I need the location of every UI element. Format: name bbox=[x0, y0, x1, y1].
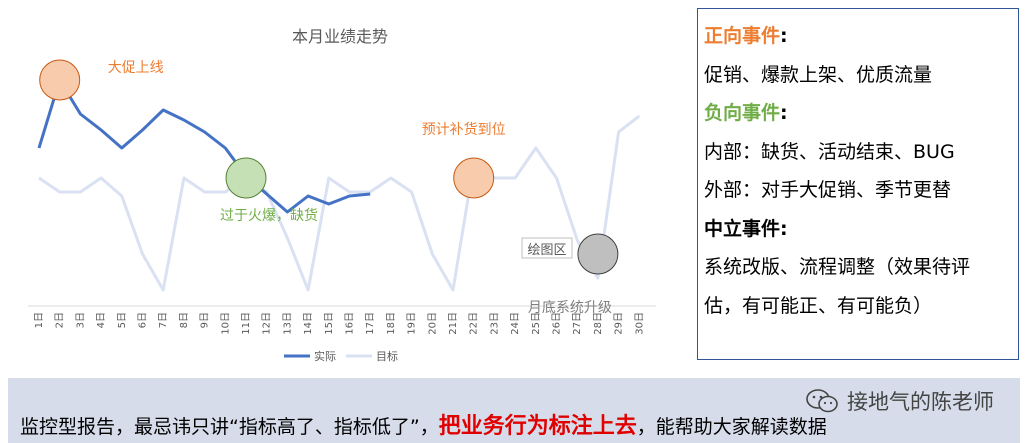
x-tick-label: 16日 bbox=[345, 312, 356, 335]
x-tick-label: 1日 bbox=[34, 312, 45, 328]
footer-text-after: ，能帮助大家解读数据 bbox=[636, 416, 827, 438]
x-tick-label: 18日 bbox=[386, 312, 397, 335]
annotation-label: 预计补货到位 bbox=[422, 121, 506, 138]
x-tick-label: 5日 bbox=[117, 312, 128, 328]
neutral-events-title: 中立事件 bbox=[704, 217, 781, 240]
chart: 本月业绩走势 1日 2日 3日 4日 5日 6日 7日 8日 9日 10日 11日 12日 13日 14日… bbox=[28, 27, 656, 363]
x-tick-label: 9日 bbox=[200, 312, 211, 328]
watermark-text: 接地气的陈老师 bbox=[847, 390, 994, 414]
negative-events-heading: 负向事件: bbox=[704, 94, 1012, 133]
x-tick-label: 29日 bbox=[614, 312, 625, 335]
legend-label-actual: 实际 bbox=[314, 349, 336, 363]
footer-banner: 接地气的陈老师 监控型报告，最忌讳只讲“指标高了、指标低了”，把业务行为标注上去… bbox=[8, 378, 1020, 443]
x-tick-labels: 1日 2日 3日 4日 5日 6日 7日 8日 9日 10日 11日 12日 13日 14日 15日 16日 1… bbox=[34, 312, 645, 335]
x-tick-label: 23日 bbox=[489, 312, 500, 335]
series-line-actual bbox=[37, 78, 371, 214]
negative-external-list: 外部：对手大促销、季节更替 bbox=[704, 179, 952, 201]
neutral-events-list-1: 系统改版、流程调整（效果待评 bbox=[704, 256, 971, 278]
events-panel: 正向事件: 促销、爆款上架、优质流量 负向事件: 内部：缺货、活动结束、BUG … bbox=[697, 8, 1019, 360]
footer-caption: 监控型报告，最忌讳只讲“指标高了、指标低了”，把业务行为标注上去，能帮助大家解读… bbox=[20, 408, 827, 440]
x-tick-label: 6日 bbox=[138, 312, 149, 328]
annotation-marker bbox=[577, 233, 619, 275]
chart-title: 本月业绩走势 bbox=[292, 27, 388, 46]
annotation-marker bbox=[453, 157, 495, 199]
x-tick-label: 26日 bbox=[552, 312, 563, 335]
negative-events-title: 负向事件 bbox=[704, 102, 781, 124]
x-tick-label: 4日 bbox=[96, 312, 107, 328]
watermark: 接地气的陈老师 bbox=[805, 386, 994, 416]
x-tick-label: 30日 bbox=[634, 312, 645, 335]
neutral-events-list-2: 估，有可能正、有可能负） bbox=[704, 294, 933, 317]
positive-events-title: 正向事件 bbox=[704, 25, 781, 47]
plot-area-tooltip: 绘图区 bbox=[521, 237, 573, 259]
x-tick-label: 17日 bbox=[365, 312, 376, 335]
legend: 实际 目标 bbox=[284, 349, 398, 363]
colon: : bbox=[780, 217, 788, 240]
x-tick-label: 15日 bbox=[324, 312, 335, 335]
x-tick-label: 19日 bbox=[407, 312, 418, 335]
legend-label-target: 目标 bbox=[376, 349, 398, 363]
x-tick-label: 24日 bbox=[510, 312, 521, 335]
annotation-label: 月底系统升级 bbox=[528, 300, 612, 316]
x-tick-label: 20日 bbox=[427, 312, 438, 335]
x-tick-label: 10日 bbox=[220, 312, 231, 335]
x-tick-label: 25日 bbox=[531, 312, 542, 335]
x-tick-label: 2日 bbox=[55, 312, 66, 328]
x-tick-label: 21日 bbox=[448, 312, 459, 335]
positive-events-heading: 正向事件: bbox=[704, 17, 1012, 56]
neutral-events-heading: 中立事件: bbox=[704, 210, 1012, 249]
x-tick-label: 11日 bbox=[241, 312, 252, 335]
x-tick-label: 27日 bbox=[572, 312, 583, 335]
x-tick-label: 13日 bbox=[282, 312, 293, 335]
annotation-label: 大促上线 bbox=[108, 60, 164, 76]
x-tick-label: 22日 bbox=[469, 312, 480, 335]
annotation-marker bbox=[39, 59, 81, 101]
annotation-marker bbox=[225, 157, 267, 199]
series-line-target bbox=[38, 114, 641, 292]
x-tick-label: 7日 bbox=[158, 312, 169, 328]
footer-text-before: 监控型报告，最忌讳只讲“指标高了、指标低了”， bbox=[20, 416, 439, 438]
colon: : bbox=[780, 102, 788, 124]
x-tick-label: 28日 bbox=[593, 312, 604, 335]
x-tick-label: 14日 bbox=[303, 312, 314, 335]
wechat-icon bbox=[806, 389, 838, 413]
x-tick-label: 8日 bbox=[179, 312, 190, 328]
colon: : bbox=[780, 25, 788, 47]
annotation-label: 过于火爆，缺货 bbox=[220, 207, 318, 224]
negative-internal-list: 内部：缺货、活动结束、BUG bbox=[704, 140, 955, 163]
positive-events-list: 促销、爆款上架、优质流量 bbox=[704, 63, 933, 86]
x-tick-label: 3日 bbox=[75, 312, 86, 328]
footer-text-emphasis: 把业务行为标注上去 bbox=[438, 414, 637, 439]
plot-area-label: 绘图区 bbox=[527, 243, 566, 258]
x-tick-label: 12日 bbox=[262, 312, 273, 335]
